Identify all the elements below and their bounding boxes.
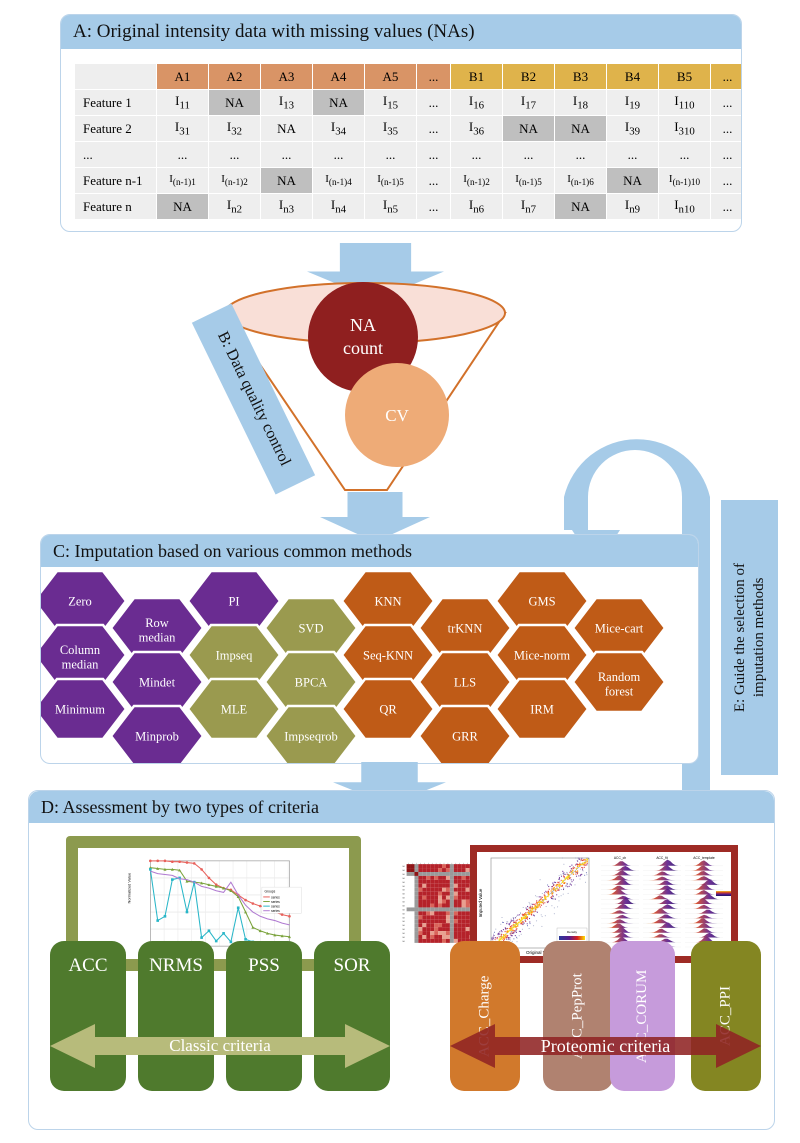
svg-text:BPCA: BPCA <box>295 676 328 690</box>
svg-text:series: series <box>271 909 280 913</box>
svg-text:median: median <box>62 658 100 672</box>
svg-text:IRM: IRM <box>530 703 554 717</box>
svg-text:QR: QR <box>379 703 397 717</box>
svg-text:ACC_template: ACC_template <box>693 856 715 860</box>
svg-text:Normalized Value: Normalized Value <box>127 873 132 904</box>
svg-text:Seq-KNN: Seq-KNN <box>363 649 413 663</box>
svg-text:Mindet: Mindet <box>139 676 176 690</box>
svg-text:SVD: SVD <box>298 622 323 636</box>
svg-text:GRR: GRR <box>452 730 478 744</box>
svg-text:series: series <box>271 895 280 899</box>
svg-text:ACC_ch: ACC_ch <box>614 856 626 860</box>
svg-text:KNN: KNN <box>374 595 401 609</box>
svg-text:series: series <box>271 900 280 904</box>
svg-text:Impseqrob: Impseqrob <box>284 730 337 744</box>
svg-text:median: median <box>139 631 177 645</box>
svg-text:CV: CV <box>385 406 409 425</box>
svg-text:LLS: LLS <box>454 676 476 690</box>
svg-text:Column: Column <box>60 643 101 657</box>
svg-text:MLE: MLE <box>221 703 248 717</box>
svg-text:Minprob: Minprob <box>135 730 179 744</box>
svg-text:PI: PI <box>228 595 239 609</box>
svg-text:Imputed Value: Imputed Value <box>478 888 483 917</box>
svg-text:trKNN: trKNN <box>448 622 483 636</box>
svg-text:Row: Row <box>145 616 169 630</box>
svg-text:Impseq: Impseq <box>216 649 254 663</box>
svg-text:count: count <box>343 338 383 358</box>
svg-text:Minimum: Minimum <box>55 703 105 717</box>
svg-text:Density: Density <box>567 930 578 934</box>
svg-text:forest: forest <box>605 685 634 699</box>
svg-text:Zero: Zero <box>68 595 92 609</box>
svg-text:Groups: Groups <box>265 889 276 893</box>
svg-text:ACC_fit: ACC_fit <box>656 856 667 860</box>
svg-text:Mice-cart: Mice-cart <box>595 622 644 636</box>
svg-text:GMS: GMS <box>528 595 555 609</box>
svg-text:Random: Random <box>598 670 641 684</box>
svg-text:Mice-norm: Mice-norm <box>514 649 571 663</box>
svg-text:series: series <box>271 904 280 908</box>
svg-text:NA: NA <box>350 315 376 335</box>
